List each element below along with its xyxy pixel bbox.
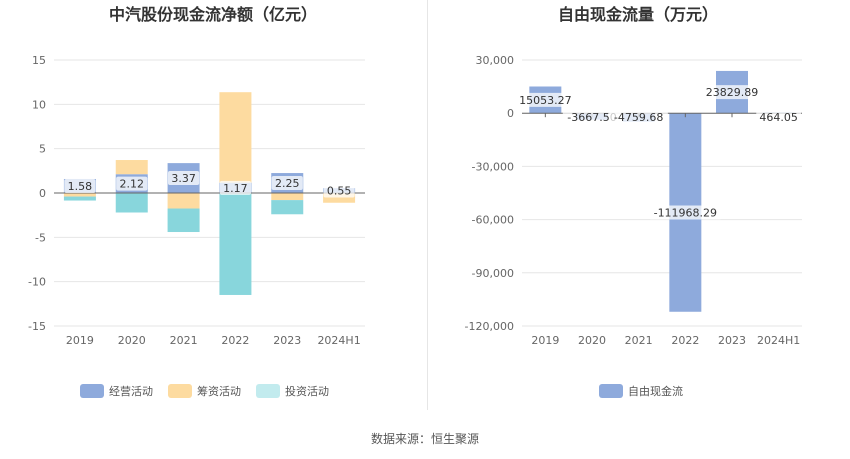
data-label-background (271, 176, 303, 191)
x-tick-label: 2024H1 (317, 334, 360, 347)
y-tick-label: -5 (35, 231, 46, 244)
data-label: -4759.68 (614, 111, 663, 124)
legend-swatch-investing (256, 384, 280, 398)
data-label-background (562, 110, 622, 125)
data-label-background (609, 110, 668, 125)
data-label: 2.25 (275, 177, 300, 190)
bar-financing (219, 92, 252, 183)
bar-financing (115, 160, 148, 175)
x-tick-label: 2021 (170, 334, 198, 347)
data-label: 464.05 (759, 111, 798, 124)
x-tick-label: 2022 (221, 334, 249, 347)
legend-label-free-cash-flow: 自由现金流 (628, 384, 683, 398)
data-label-background (64, 178, 96, 193)
panel-divider (427, 0, 428, 410)
legend-label-operating: 经营活动 (109, 384, 153, 398)
data-label-background (116, 176, 148, 191)
data-label-background (649, 205, 722, 220)
y-tick-label: 15 (32, 54, 46, 67)
data-label-background (167, 171, 200, 186)
x-tick-label: 2020 (578, 334, 606, 347)
data-label: -3667.50 (567, 111, 616, 124)
y-tick-label: 0 (39, 187, 46, 200)
y-tick-label: 0 (507, 107, 514, 120)
y-tick-label: -15 (28, 320, 46, 333)
free-cash-flow-chart: 自由现金流量（万元） 30,000 0 -30,000 -60,000 -90,000 -1… (465, 5, 802, 398)
data-label: 1.58 (68, 180, 93, 193)
legend-swatch-operating (80, 384, 104, 398)
legend-swatch-free-cash-flow (599, 384, 623, 398)
bar-investing (115, 193, 148, 213)
data-label-background (323, 183, 355, 198)
legend-label-financing: 筹资活动 (197, 384, 241, 398)
chart-title: 自由现金流量（万元） (558, 5, 718, 24)
data-label: 1.17 (223, 182, 248, 195)
y-tick-label: -60,000 (472, 214, 514, 227)
y-tick-label: 30,000 (476, 54, 515, 67)
chart-title: 中汽股份现金流净额（亿元） (109, 5, 317, 24)
y-tick-label: 10 (32, 98, 46, 111)
data-source-label: 数据来源：恒生聚源 (370, 432, 479, 446)
bar-financing (323, 193, 356, 203)
y-tick-label: 5 (39, 143, 46, 156)
bar-financing (167, 193, 200, 209)
data-label-background (756, 110, 802, 125)
data-label: 2.12 (120, 178, 145, 191)
x-tick-label: 2019 (531, 334, 559, 347)
x-tick-label: 2023 (273, 334, 301, 347)
y-tick-label: -10 (28, 276, 46, 289)
bar-investing (219, 193, 252, 295)
bar-investing (271, 200, 304, 215)
bar-financing (63, 193, 96, 197)
data-label: 23829.89 (706, 86, 759, 99)
data-label-background (516, 92, 575, 107)
x-tick-label: 2021 (625, 334, 653, 347)
y-tick-label: -90,000 (472, 267, 514, 280)
y-tick-label: -120,000 (465, 320, 514, 333)
cash-flow-net-chart: 中汽股份现金流净额（亿元） 15 10 5 0 -5 -10 -15 2019 2020 2021 2… (28, 5, 365, 398)
bar-financing (271, 193, 304, 201)
data-label-background (219, 180, 252, 195)
data-label: -111968.29 (654, 206, 717, 219)
data-label: 0.55 (327, 185, 352, 198)
x-tick-label: 2024H1 (757, 334, 800, 347)
x-tick-label: 2022 (671, 334, 699, 347)
x-tick-label: 2020 (118, 334, 146, 347)
y-tick-label: -30,000 (472, 160, 514, 173)
x-tick-label: 2019 (66, 334, 94, 347)
x-tick-label: 2023 (718, 334, 746, 347)
data-label: 15053.27 (519, 94, 572, 107)
data-label-background (702, 85, 762, 100)
bar-investing (167, 208, 200, 233)
legend-label-investing: 投资活动 (285, 384, 329, 398)
bar-investing (63, 196, 96, 201)
legend-swatch-financing (168, 384, 192, 398)
data-label: 3.37 (171, 172, 196, 185)
